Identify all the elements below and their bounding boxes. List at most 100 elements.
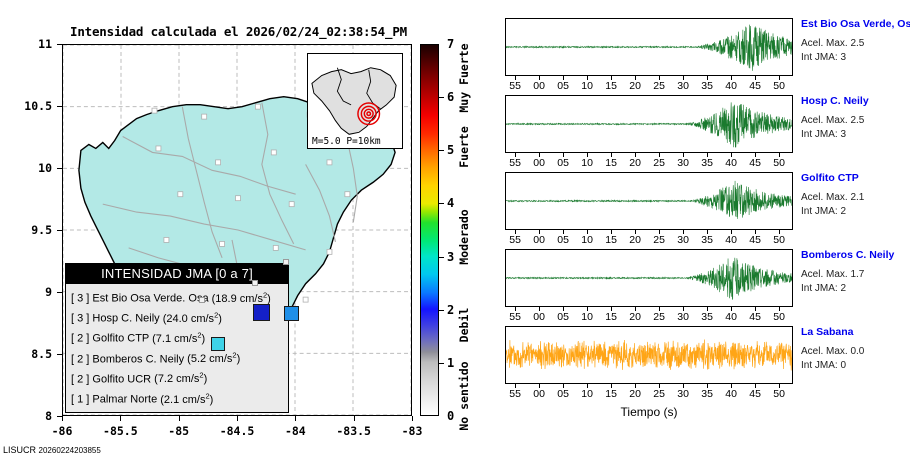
waveform-x-tick xyxy=(755,384,757,388)
intensity-map[interactable]: M=5.0 P=10km INTENSIDAD JMA [0 a 7] [ 3 … xyxy=(62,44,412,416)
colorbar-tick-label: 0 xyxy=(447,409,455,423)
waveform-x-tick-label: 05 xyxy=(557,80,569,92)
map-y-tick xyxy=(57,416,62,417)
waveform-accel-max: Acel. Max. 2.5 xyxy=(801,38,865,49)
map-station-marker[interactable] xyxy=(253,303,271,321)
map-x-tick-label: -83.5 xyxy=(336,424,371,438)
colorbar-tick-label: 6 xyxy=(447,90,455,105)
waveform-x-tick-label: 30 xyxy=(677,388,689,400)
map-x-tick-label: -84 xyxy=(284,424,306,438)
waveform-x-tick-label: 20 xyxy=(629,388,641,400)
seismogram-trace xyxy=(506,339,792,371)
waveform-x-tick xyxy=(779,153,781,157)
waveform-x-tick xyxy=(683,307,685,311)
intensity-legend: INTENSIDAD JMA [0 a 7] [ 3 ] Est Bio Osa… xyxy=(65,263,289,413)
colorbar-gradient xyxy=(420,44,439,416)
waveform-x-tick-label: 15 xyxy=(605,388,617,400)
legend-entry-station: Golfito UCR xyxy=(92,373,152,386)
waveform-x-tick xyxy=(539,230,541,234)
map-x-tick-label: -86 xyxy=(51,424,73,438)
map-x-tick-label: -84.5 xyxy=(219,424,255,438)
waveform-x-tick xyxy=(611,384,613,388)
map-station-marker[interactable] xyxy=(199,297,206,304)
waveform-x-tick-label: 05 xyxy=(557,388,569,400)
map-y-tick-label: 9.5 xyxy=(31,223,52,237)
waveform-x-tick xyxy=(635,230,637,234)
waveform-plot[interactable] xyxy=(505,95,793,153)
map-x-tick xyxy=(62,416,63,421)
waveform-intensity: Int JMA: 3 xyxy=(801,129,847,140)
epicenter-icon xyxy=(357,102,381,126)
waveform-plot[interactable] xyxy=(505,18,793,76)
waveform-x-tick-label: 10 xyxy=(581,80,593,92)
waveform-x-tick xyxy=(587,384,589,388)
waveform-x-tick-label: 00 xyxy=(533,80,545,92)
waveform-x-tick xyxy=(707,76,709,80)
waveform-x-tick xyxy=(659,76,661,80)
waveform-station-info: Hosp C. Neily Acel. Max. 2.5 Int JMA: 3 xyxy=(801,95,910,142)
waveform-x-tick-label: 15 xyxy=(605,157,617,169)
legend-entry-value: (2.1 cm/s2) xyxy=(157,390,214,406)
waveform-x-tick xyxy=(587,153,589,157)
map-y-tick-label: 10.5 xyxy=(24,99,52,113)
waveform-x-tick-label: 00 xyxy=(533,234,545,246)
map-station-marker[interactable] xyxy=(283,306,299,322)
waveform-accel-max: Acel. Max. 2.5 xyxy=(801,115,865,126)
waveform-x-tick-label: 45 xyxy=(749,388,761,400)
waveform-x-tick xyxy=(515,230,517,234)
seismogram-trace xyxy=(506,102,792,148)
waveform-x-tick xyxy=(755,230,757,234)
map-x-tick-label: -83 xyxy=(401,424,423,438)
colorbar-tick-label: 7 xyxy=(447,37,455,51)
waveform-x-tick xyxy=(707,307,709,311)
waveform-x-axis-title: Tiempo (s) xyxy=(620,405,678,419)
seismogram-trace xyxy=(506,180,792,219)
waveform-x-tick-label: 25 xyxy=(653,157,665,169)
waveform-x-tick-label: 50 xyxy=(773,80,785,92)
waveform-x-tick-label: 35 xyxy=(701,388,713,400)
colorbar-tick xyxy=(439,362,444,364)
waveform-plot[interactable] xyxy=(505,249,793,307)
waveform-x-tick xyxy=(563,76,565,80)
map-station-marker[interactable] xyxy=(251,280,258,287)
waveform-x-tick-label: 10 xyxy=(581,388,593,400)
waveform-x-tick xyxy=(779,384,781,388)
waveform-x-tick xyxy=(515,76,517,80)
waveform-x-tick-label: 10 xyxy=(581,311,593,323)
waveform-x-tick-label: 45 xyxy=(749,234,761,246)
waveform-plot[interactable] xyxy=(505,326,793,384)
waveform-x-axis: 55 00 05 10 15 20 25 30 35 40 45 50 xyxy=(505,230,793,247)
waveform-intensity: Int JMA: 3 xyxy=(801,52,847,63)
waveform-x-tick xyxy=(515,307,517,311)
map-y-tick xyxy=(57,230,62,231)
colorbar-tick-label: 5 xyxy=(447,143,455,158)
waveform-x-tick xyxy=(563,384,565,388)
map-x-tick xyxy=(412,416,413,421)
waveform-plot[interactable] xyxy=(505,172,793,230)
waveform-station-info: Bomberos C. Neily Acel. Max. 1.7 Int JMA: … xyxy=(801,249,910,296)
map-station-marker[interactable] xyxy=(211,337,226,352)
locator-inset-map: M=5.0 P=10km xyxy=(307,53,403,149)
legend-entry-station: Hosp C. Neily xyxy=(92,312,160,325)
colorbar-descriptor: No sentido xyxy=(457,361,471,432)
map-station-marker[interactable] xyxy=(282,258,289,265)
map-x-tick xyxy=(237,416,238,421)
waveform-x-axis: 55 00 05 10 15 20 25 30 35 40 45 50 xyxy=(505,307,793,324)
waveform-x-tick-label: 40 xyxy=(725,234,737,246)
waveform-x-tick-label: 40 xyxy=(725,80,737,92)
waveform-x-tick-label: 10 xyxy=(581,234,593,246)
waveform-x-tick xyxy=(635,307,637,311)
waveform-x-tick xyxy=(731,230,733,234)
waveform-x-tick xyxy=(563,307,565,311)
waveform-x-tick-label: 55 xyxy=(509,157,521,169)
waveform-x-tick-label: 45 xyxy=(749,80,761,92)
waveform-x-tick xyxy=(707,384,709,388)
map-y-tick-label: 8.5 xyxy=(31,347,52,361)
waveform-x-tick xyxy=(731,76,733,80)
waveform-x-tick xyxy=(755,76,757,80)
legend-entry-level: [ 3 ] xyxy=(71,312,90,325)
waveform-x-tick-label: 10 xyxy=(581,157,593,169)
map-x-tick-label: -85.5 xyxy=(103,424,138,438)
waveform-x-tick-label: 50 xyxy=(773,388,785,400)
waveform-x-tick-label: 55 xyxy=(509,388,521,400)
